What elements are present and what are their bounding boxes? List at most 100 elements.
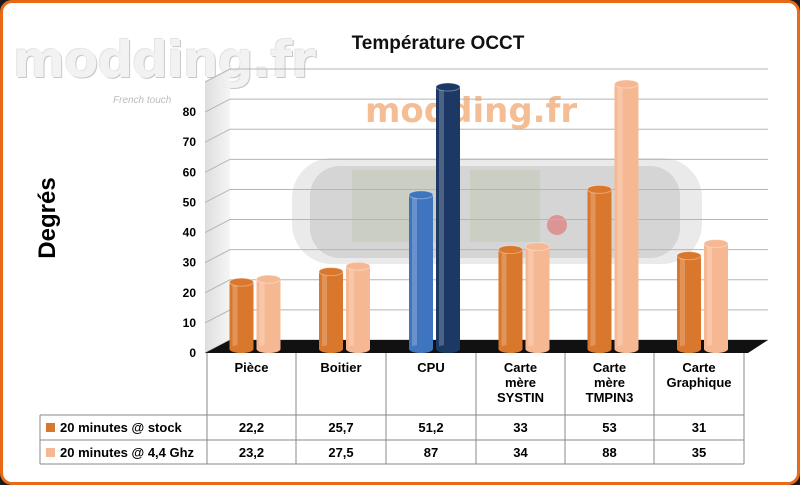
y-tick-label: 10 — [183, 316, 197, 330]
brand-logo: modding.fr — [13, 31, 316, 89]
y-tick-label: 30 — [183, 256, 197, 270]
bar — [318, 267, 344, 353]
bar-body — [436, 87, 460, 350]
bar-body — [346, 266, 370, 349]
data-label: 22,2 — [239, 420, 264, 435]
bar — [256, 274, 281, 353]
bar-top — [498, 245, 523, 255]
watermark-text: modding.fr — [365, 91, 577, 131]
category-label: Graphique — [666, 375, 731, 390]
bar — [435, 82, 461, 353]
bar-top — [676, 251, 702, 261]
bar-top — [525, 242, 550, 252]
bar-top — [345, 261, 371, 271]
gridline — [204, 98, 768, 113]
category-label: CPU — [417, 360, 444, 375]
bar — [703, 239, 729, 353]
bar-highlight — [232, 282, 238, 349]
y-tick-label: 60 — [183, 165, 197, 179]
data-label: 31 — [692, 420, 706, 435]
bar-bottom — [614, 345, 639, 353]
bar — [229, 277, 254, 353]
bar-body — [677, 255, 701, 349]
bar-bottom — [525, 345, 550, 353]
gridline — [204, 128, 768, 143]
data-label: 87 — [424, 445, 438, 460]
bar-highlight — [412, 194, 417, 349]
bar — [498, 245, 523, 353]
bar — [525, 242, 550, 353]
data-label: 88 — [602, 445, 616, 460]
bar-body — [587, 189, 612, 349]
category-label: mère — [594, 375, 625, 390]
bar-top — [614, 79, 639, 89]
data-label: 51,2 — [418, 420, 443, 435]
data-label: 33 — [513, 420, 527, 435]
brand-tagline: French touch — [113, 95, 172, 106]
data-label: 23,2 — [239, 445, 264, 460]
bar-highlight — [501, 249, 507, 349]
bar-bottom — [704, 345, 728, 353]
data-label: 35 — [692, 445, 706, 460]
data-label: 25,7 — [328, 420, 353, 435]
bar-highlight — [349, 266, 354, 349]
bar — [345, 261, 371, 353]
category-label: Boitier — [320, 360, 361, 375]
data-label: 27,5 — [328, 445, 353, 460]
y-tick-label: 80 — [183, 105, 197, 119]
bar-top — [703, 239, 729, 249]
bar — [614, 79, 639, 353]
legend-entry: 20 minutes @ stock — [60, 420, 183, 435]
bar-body — [409, 194, 433, 349]
bar-top — [435, 82, 461, 92]
bar-top — [587, 184, 612, 194]
category-label: Pièce — [235, 360, 269, 375]
background-thermometer-image — [292, 158, 702, 264]
category-label: SYSTIN — [497, 390, 544, 405]
data-label: 53 — [602, 420, 616, 435]
bar-body — [229, 282, 254, 349]
bar-body — [614, 84, 639, 350]
category-label: mère — [505, 375, 536, 390]
bar-highlight — [680, 255, 685, 349]
bar-highlight — [617, 84, 623, 350]
legend-entry: 20 minutes @ 4,4 Ghz — [60, 445, 195, 460]
bar-body — [498, 249, 523, 349]
bar-top — [229, 277, 254, 287]
bar-body — [704, 243, 728, 349]
bar-bottom — [256, 345, 281, 353]
bar-highlight — [439, 87, 444, 350]
bar — [676, 251, 702, 353]
legend-swatch — [46, 423, 55, 432]
data-label: 34 — [513, 445, 528, 460]
bar-bottom — [498, 345, 523, 353]
bar — [587, 184, 612, 353]
y-tick-label: 50 — [183, 195, 197, 209]
bar-body — [525, 246, 550, 349]
bar-highlight — [707, 243, 712, 349]
category-label: Carte — [504, 360, 537, 375]
bar-body — [319, 271, 343, 349]
bar-bottom — [346, 345, 370, 353]
bar-top — [256, 274, 281, 284]
y-tick-label: 20 — [183, 286, 197, 300]
bar-bottom — [229, 345, 254, 353]
bar-top — [318, 267, 344, 277]
bar-highlight — [528, 246, 534, 349]
chart-title: Température OCCT — [351, 33, 525, 54]
y-tick-label: 40 — [183, 226, 197, 240]
category-label: TMPIN3 — [586, 390, 634, 405]
bar-highlight — [322, 271, 327, 349]
bar-body — [256, 279, 281, 349]
bar-highlight — [590, 189, 596, 349]
bar-bottom — [587, 345, 612, 353]
bar-highlight — [259, 279, 265, 349]
gridline — [204, 158, 768, 173]
bar-bottom — [409, 345, 433, 353]
y-tick-label: 0 — [189, 346, 196, 360]
side-wall — [205, 69, 230, 353]
category-label: Carte — [593, 360, 626, 375]
bar-bottom — [436, 345, 460, 353]
bar — [408, 190, 434, 353]
